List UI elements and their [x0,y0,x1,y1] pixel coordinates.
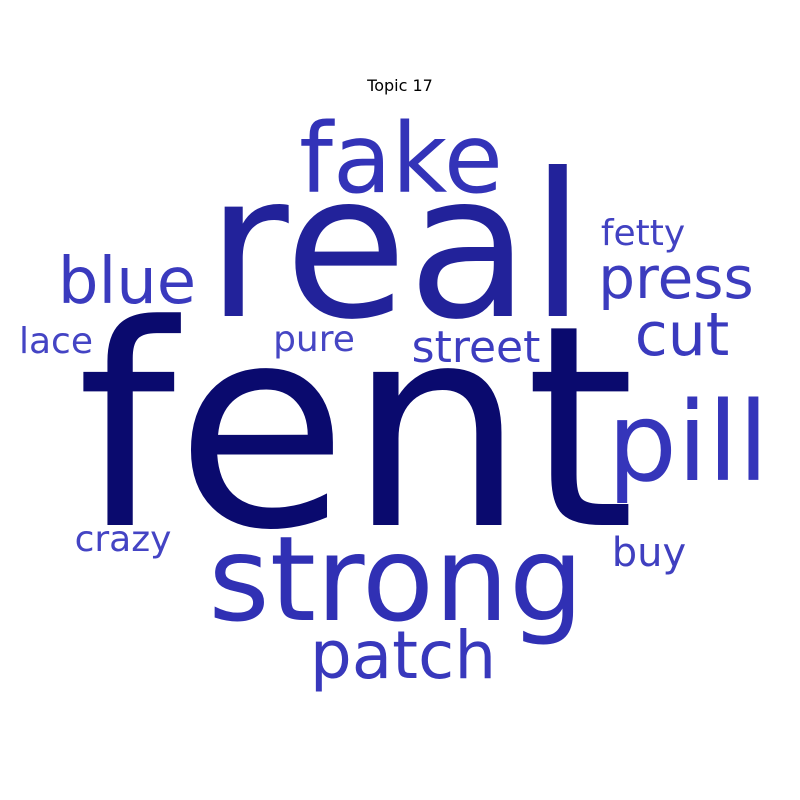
word-press: press [598,244,754,312]
word-patch: patch [310,617,496,694]
word-pure: pure [273,319,355,360]
word-fent: fent [77,266,635,592]
word-fake: fake [299,103,503,215]
figure-title: Topic 17 [367,76,433,95]
word-pill: pill [607,378,769,506]
word-strong: strong [208,510,584,648]
word-crazy: crazy [75,519,172,560]
word-street: street [412,322,541,373]
word-lace: lace [19,321,93,362]
word-buy: buy [612,530,686,576]
word-fetty: fetty [601,213,685,254]
word-cut: cut [635,300,730,370]
word-blue: blue [58,245,196,319]
word-real: real [206,131,585,364]
